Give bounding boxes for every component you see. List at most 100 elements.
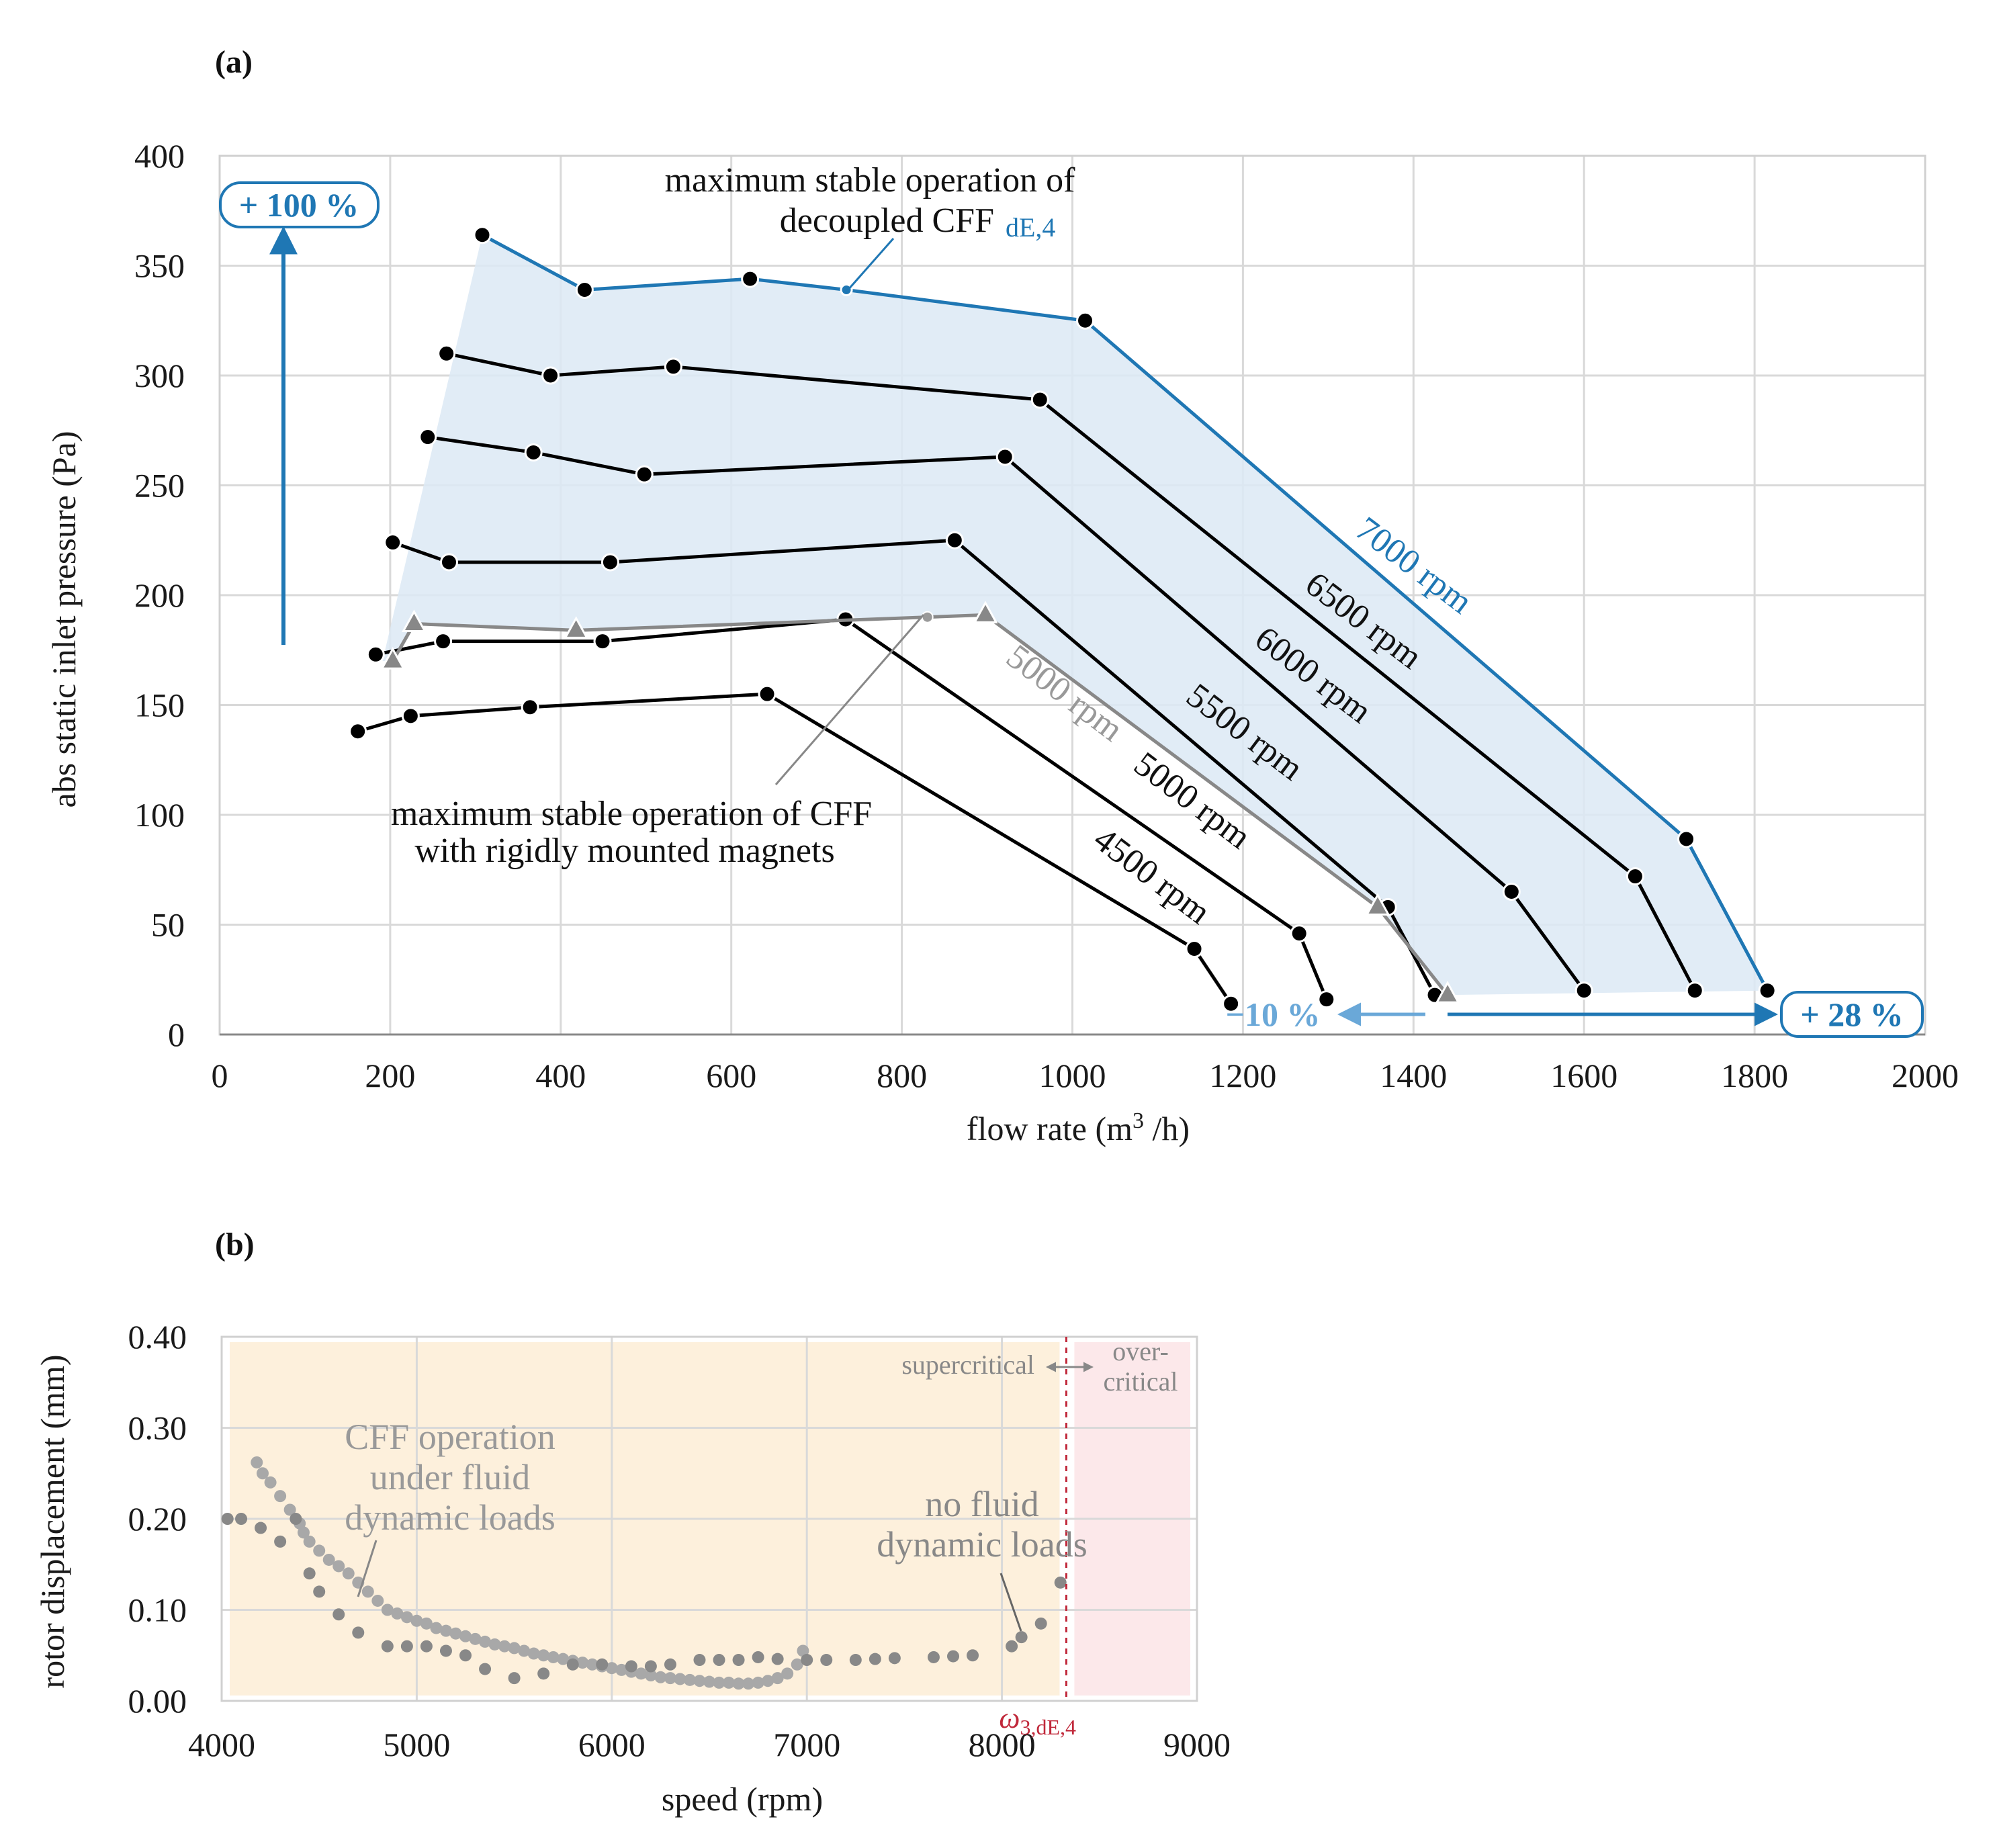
panel-a-axes: 0 200 400 600 800 1000 1200 1400 1600 1800 2000 0 50…	[134, 137, 1959, 1094]
data-point-2-0	[418, 428, 437, 447]
noload-point-30	[869, 1653, 881, 1665]
data-point-5-0	[349, 722, 367, 741]
decoupled-label-subscript: dE,4	[1006, 212, 1055, 243]
data-point-4-0	[366, 645, 385, 664]
load-point-46	[683, 1673, 696, 1686]
noload-point-32	[927, 1651, 940, 1663]
noload-point-10	[400, 1640, 413, 1653]
noload-point-34	[967, 1649, 979, 1662]
decoupled-leader-line	[846, 238, 895, 291]
load-point-36	[586, 1658, 598, 1671]
data-point-5-4	[1185, 939, 1204, 958]
data-point-0-4	[1076, 311, 1095, 330]
data-point-5-2	[521, 698, 539, 717]
supercritical-label: supercritical	[901, 1350, 1034, 1380]
noload-point-21	[664, 1658, 676, 1671]
noload-point-22	[693, 1654, 706, 1667]
data-point-4-2	[593, 632, 612, 651]
noload-point-7	[332, 1608, 345, 1621]
load-point-42	[644, 1669, 657, 1682]
load-point-13	[361, 1585, 374, 1598]
load-point-6	[297, 1526, 310, 1539]
noload-point-29	[849, 1654, 862, 1667]
load-point-9	[322, 1553, 335, 1566]
x-tick-label-7: 1400	[1380, 1057, 1447, 1094]
data-point-5-1	[401, 707, 420, 725]
load-point-4	[283, 1503, 296, 1516]
load-point-11	[342, 1567, 355, 1580]
series-line-1	[446, 351, 1697, 992]
noload-point-24	[732, 1654, 745, 1667]
cff-operation-label-1: CFF operation	[345, 1417, 556, 1457]
b-x-tick-label-4: 8000	[969, 1726, 1036, 1763]
data-point-1-5	[1685, 981, 1704, 1000]
noload-point-3	[274, 1535, 287, 1548]
data-point-1-3	[1030, 390, 1049, 409]
cff-operation-label-2: under fluid	[370, 1457, 530, 1497]
load-point-56	[781, 1667, 794, 1680]
load-point-33	[557, 1653, 570, 1665]
no-load-label-2: dynamic loads	[877, 1524, 1087, 1565]
load-point-7	[303, 1535, 316, 1548]
rpm-label-5: 4500 rpm	[1087, 820, 1218, 932]
flow-gain-badge	[1780, 991, 1924, 1038]
load-point-58	[797, 1644, 809, 1657]
noload-point-36	[1015, 1631, 1028, 1644]
y-tick-label-0: 0	[168, 1016, 185, 1053]
x-tick-label-0: 0	[212, 1057, 228, 1094]
x-tick-label-6: 1200	[1209, 1057, 1276, 1094]
data-point-4-4	[1290, 924, 1308, 943]
noload-point-14	[479, 1663, 492, 1675]
noload-point-23	[713, 1654, 725, 1667]
load-point-1	[256, 1467, 269, 1480]
series-line-2	[427, 435, 1586, 992]
data-point-0-5	[1677, 830, 1696, 848]
rigid-label-line2: with rigidly mounted magnets	[414, 832, 834, 870]
noload-point-2	[255, 1522, 267, 1534]
noload-point-11	[420, 1640, 433, 1653]
data-point-2-1	[524, 443, 543, 461]
load-point-54	[762, 1675, 774, 1687]
b-x-tick-label-0: 4000	[188, 1726, 255, 1763]
load-point-2	[264, 1476, 277, 1489]
data-point-4-1	[434, 632, 453, 651]
triangle-point-6-4	[1365, 893, 1390, 916]
load-point-19	[420, 1617, 433, 1630]
noload-point-12	[439, 1644, 452, 1657]
load-point-21	[439, 1624, 452, 1637]
load-point-38	[605, 1662, 618, 1675]
load-point-10	[332, 1560, 345, 1573]
data-point-4-5	[1317, 990, 1336, 1009]
noload-point-38	[1054, 1576, 1067, 1589]
critical-speed-label: ω3,dE,4	[999, 1702, 1076, 1739]
triangle-point-6-1	[401, 609, 427, 633]
x-tick-label-9: 1800	[1721, 1057, 1788, 1094]
load-point-39	[615, 1663, 628, 1676]
load-point-49	[713, 1676, 725, 1689]
noload-point-0	[221, 1513, 234, 1525]
noload-point-13	[459, 1649, 472, 1662]
panel-b-y-title: rotor displacement (mm)	[34, 1354, 71, 1688]
rigid-leader-line	[774, 614, 925, 785]
noload-point-9	[381, 1640, 394, 1653]
data-point-3-3	[945, 531, 964, 549]
load-point-28	[508, 1642, 521, 1655]
cff-operation-label-3: dynamic loads	[345, 1497, 555, 1538]
x-tick-label-5: 1000	[1039, 1057, 1106, 1094]
y-tick-label-5: 250	[134, 467, 185, 504]
noload-point-18	[596, 1658, 609, 1671]
b-y-tick-label-2: 0.20	[128, 1500, 187, 1538]
b-y-tick-label-4: 0.40	[128, 1318, 187, 1356]
load-point-22	[449, 1627, 462, 1640]
overcritical-label-line2: critical	[1103, 1366, 1178, 1397]
panel-b-label: (b)	[215, 1227, 255, 1262]
noload-point-37	[1034, 1617, 1047, 1630]
load-point-57	[791, 1658, 803, 1671]
data-point-1-0	[437, 344, 456, 363]
noload-point-17	[566, 1658, 579, 1671]
overcritical-label-line1: over-	[1112, 1336, 1169, 1366]
noload-point-26	[771, 1653, 784, 1665]
triangle-point-6-3	[973, 601, 998, 623]
data-point-3-1	[439, 553, 458, 572]
